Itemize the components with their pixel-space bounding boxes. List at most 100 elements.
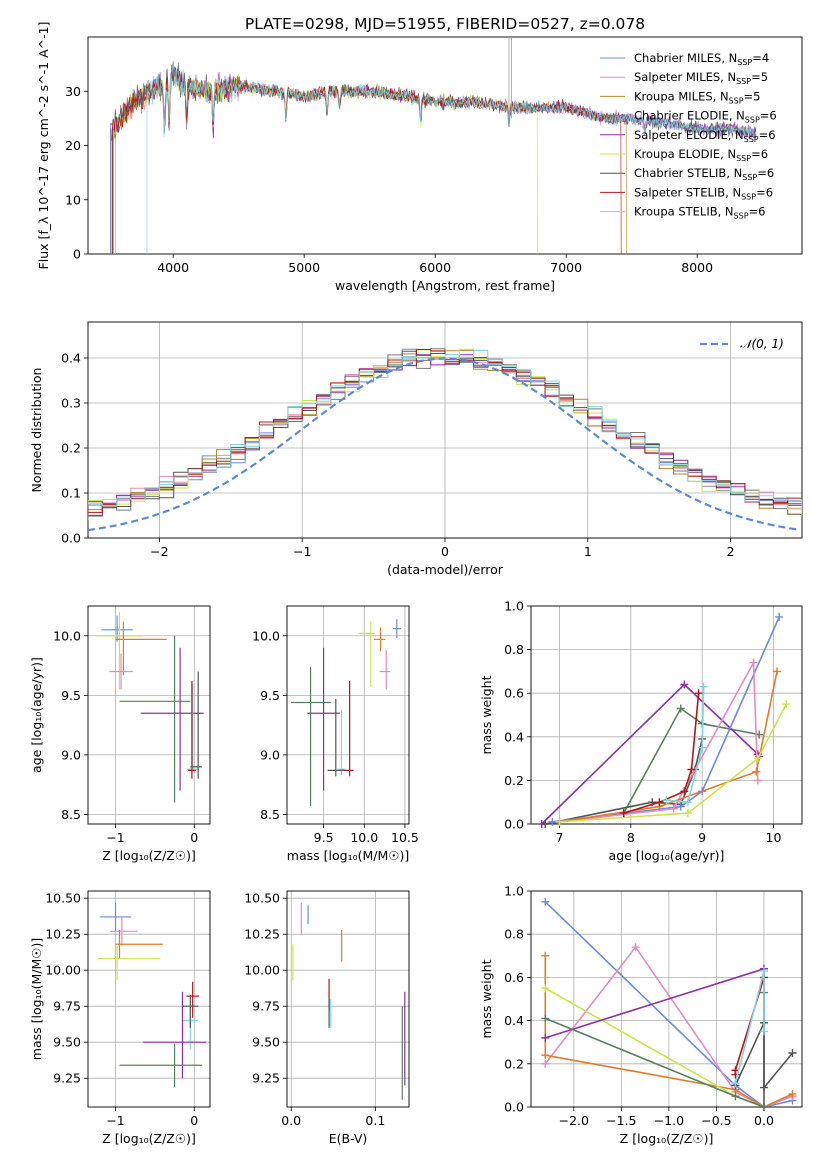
histogram-group [88, 348, 802, 532]
weight-marker [687, 765, 696, 774]
x-tick-label: 10.0 [350, 830, 378, 845]
weight-vs-age-series [537, 612, 791, 828]
y-axis-label: mass weight [479, 675, 494, 754]
errorbar-point [190, 671, 203, 779]
y-tick-label: 9.50 [53, 1035, 81, 1050]
weight-marker [631, 943, 640, 952]
axes-frame [286, 890, 410, 1108]
weight-marker [541, 1014, 550, 1023]
legend-entry: Salpeter ELODIE, NSSP=6 [634, 128, 776, 144]
weight-marker [655, 798, 664, 807]
weight-marker [669, 804, 678, 813]
errorbar-point [392, 619, 401, 639]
weight-marker [541, 984, 550, 993]
weight-marker [680, 787, 689, 796]
y-axis-label: Normed distribution [29, 368, 44, 493]
y-tick-label: 0.8 [504, 927, 524, 942]
y-tick-label: 20 [65, 138, 81, 153]
weight-marker [676, 704, 685, 713]
spectrum-series-line [146, 64, 757, 254]
y-tick-label: 0.2 [504, 773, 524, 788]
y-tick-label: 9.5 [260, 688, 280, 703]
spectrum-legend: Chabrier MILES, NSSP=4 Salpeter MILES, NS… [600, 51, 777, 221]
y-tick-label: 9.25 [53, 1071, 81, 1086]
mass-vs-Z-points [97, 902, 207, 1087]
y-tick-label: 0.0 [504, 817, 524, 832]
weight-marker [773, 667, 782, 676]
weight-series-line [541, 683, 760, 825]
legend-entry: Kroupa MILES, NSSP=5 [634, 89, 760, 105]
x-tick-label: 8 [627, 830, 635, 845]
weight-marker [662, 796, 671, 805]
mass-vs-EBV-points [292, 902, 406, 1100]
y-tick-label: 0.3 [61, 396, 81, 411]
weight-marker [541, 1033, 550, 1042]
y-tick-label: 10.50 [244, 891, 280, 906]
errorbar-point [109, 653, 133, 690]
weight-marker [541, 951, 550, 960]
errorbar-point [186, 683, 199, 770]
weight-vs-Z-series [541, 897, 797, 1111]
y-tick-label: 0.6 [504, 970, 524, 985]
x-tick-label: −2.0 [559, 1113, 589, 1128]
y-tick-label: 0.2 [61, 441, 81, 456]
weight-marker [555, 817, 564, 826]
weight-series-line [559, 659, 759, 823]
y-axis-label: mass [log₁₀(M/M☉)] [29, 938, 44, 1060]
y-tick-label: 8.5 [260, 807, 280, 822]
age-vs-Z-points [95, 611, 204, 803]
y-tick-label: 9.75 [53, 999, 81, 1014]
weight-marker [731, 1079, 740, 1088]
errorbar-point [337, 709, 346, 776]
legend-entry: Salpeter STELIB, NSSP=6 [634, 185, 773, 201]
x-tick-label: 10 [766, 830, 782, 845]
weight-series-line [559, 671, 778, 823]
weight-marker [619, 809, 628, 818]
weight-marker [759, 966, 768, 975]
y-tick-label: 0.4 [61, 351, 81, 366]
errorbar-point [97, 944, 161, 981]
weight-marker [782, 700, 791, 709]
errorbar-point [291, 666, 331, 807]
x-axis-label: E(B-V) [329, 1131, 368, 1146]
y-axis-label: Flux [f_λ 10^-17 erg cm^-2 s^-1 A^-1] [36, 22, 51, 270]
weight-marker [680, 680, 689, 689]
y-tick-label: 9.0 [260, 747, 280, 762]
x-tick-label: −1.5 [606, 1113, 636, 1128]
axes-frame [286, 605, 410, 825]
axes-frame [530, 890, 803, 1108]
y-tick-label: 10.00 [45, 963, 81, 978]
legend-entry: 𝒩(0, 1) [740, 337, 784, 351]
x-axis-label: Z [log₁₀(Z/Z☉)] [620, 1131, 714, 1146]
weight-marker [788, 1090, 797, 1099]
x-tick-label: 0.1 [365, 1113, 385, 1128]
errorbar-point [358, 621, 375, 688]
x-tick-label: −1 [106, 1113, 124, 1128]
errorbar-point [101, 615, 133, 642]
errorbar-point [187, 681, 196, 779]
weight-marker [548, 817, 557, 826]
y-tick-label: 0.4 [504, 729, 524, 744]
x-axis-label: mass [log₁₀(M/M☉)] [287, 848, 409, 863]
errorbar-point [115, 621, 167, 676]
y-tick-label: 10.0 [252, 628, 280, 643]
errorbar-point [143, 991, 207, 1079]
errorbar-point [110, 916, 138, 946]
y-tick-label: 10.25 [45, 927, 81, 942]
x-tick-label: −1 [293, 544, 311, 559]
weight-series-line [666, 686, 705, 804]
y-tick-label: 9.50 [252, 1035, 280, 1050]
weight-marker [759, 1103, 768, 1111]
axes-frame [87, 36, 803, 255]
normal-curve [88, 357, 800, 532]
weight-marker [731, 1092, 740, 1101]
y-tick-label: 9.75 [252, 999, 280, 1014]
y-tick-label: 8.5 [61, 807, 81, 822]
axes-frame [87, 890, 211, 1108]
weight-series-line [734, 1022, 794, 1090]
legend-entry: Kroupa ELODIE, NSSP=6 [634, 147, 768, 163]
x-tick-label: 9 [698, 830, 706, 845]
y-tick-label: 10 [65, 192, 81, 207]
y-tick-label: 9.0 [61, 747, 81, 762]
x-tick-label: 5000 [288, 260, 320, 275]
